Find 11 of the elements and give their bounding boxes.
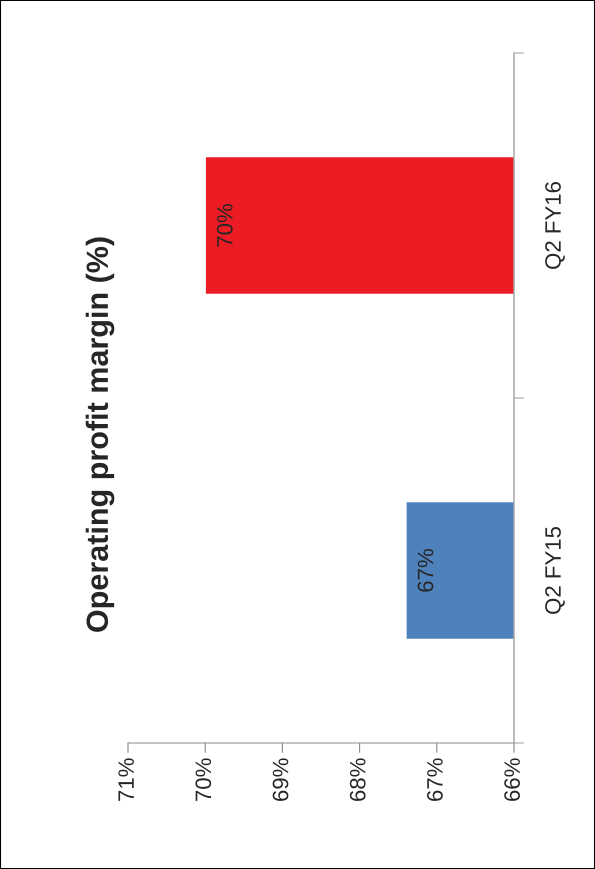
x-tick-label: 67% — [427, 758, 443, 801]
x-tick-label: 70% — [195, 758, 212, 801]
y-tick-label: Q2 FY15 — [545, 526, 565, 614]
x-tick-label: 66% — [504, 758, 520, 801]
y-tick-label: Q2 FY16 — [545, 182, 565, 269]
data-label: 70% — [216, 204, 233, 247]
text: Operating profit margin (%) — [86, 237, 114, 632]
x-tick-label: 68% — [350, 758, 366, 801]
x-tick-label: 69% — [272, 758, 288, 801]
x-tick-label: 71% — [118, 758, 134, 801]
data-label: 67% — [418, 549, 434, 592]
